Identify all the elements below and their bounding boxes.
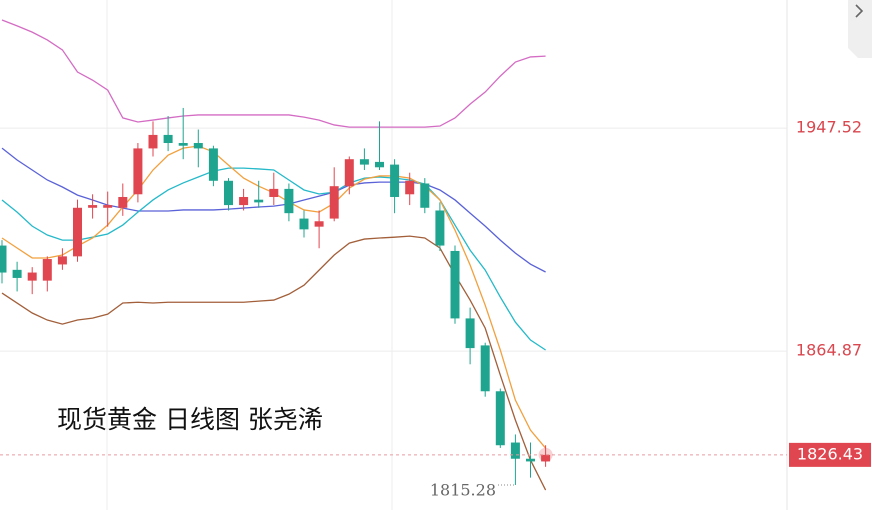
candle-body — [465, 318, 475, 349]
min-price-label: 1815.28 — [430, 480, 496, 499]
candle-body — [420, 183, 430, 208]
candle-body — [178, 143, 188, 146]
candle-body — [526, 458, 535, 462]
candle-body — [359, 159, 369, 165]
candle-body — [390, 164, 400, 197]
candle-body — [27, 272, 37, 281]
indicator-line — [1, 147, 546, 273]
candle-body — [314, 221, 324, 227]
candle-body — [344, 159, 354, 187]
candle-body — [541, 454, 551, 462]
candle-body — [239, 196, 249, 206]
y-tick-label: 1947.52 — [796, 118, 862, 137]
candle-body — [495, 391, 505, 446]
candle-body — [118, 196, 128, 208]
candle-body — [329, 186, 339, 219]
candle-body — [299, 218, 309, 230]
candle-body — [193, 143, 203, 149]
candle-body — [435, 210, 445, 246]
candle-body — [42, 259, 52, 281]
grid — [0, 127, 787, 352]
candle-body — [88, 205, 98, 208]
candle-body — [269, 188, 279, 197]
candle-body — [0, 245, 7, 273]
candle-body — [103, 205, 113, 208]
candle-body — [450, 250, 460, 319]
y-axis: 1947.52 1864.87 1826.43 1815.28 — [0, 118, 871, 499]
candle-body — [12, 269, 22, 278]
candle-body — [480, 345, 490, 392]
indicator-line — [1, 235, 547, 491]
panel-toggle[interactable] — [848, 0, 872, 58]
candle-body — [163, 134, 173, 144]
candle-body — [405, 180, 415, 195]
y-tick-label: 1864.87 — [796, 341, 862, 360]
candles — [0, 107, 551, 485]
candle-body — [284, 188, 294, 214]
candle-body — [208, 148, 218, 181]
candle-body — [148, 134, 158, 149]
candle-body — [254, 199, 264, 203]
current-price-label: 1826.43 — [797, 444, 863, 463]
candle-body — [133, 148, 143, 195]
current-price-tag — [789, 442, 871, 467]
candle-body — [73, 207, 82, 257]
chart-title: 现货黄金 日线图 张尧浠 — [57, 405, 323, 434]
candle-body — [57, 256, 67, 265]
candle-body — [224, 180, 233, 206]
candle-body — [510, 442, 520, 459]
chevron-icon — [855, 4, 864, 18]
current-price-glow — [538, 447, 553, 462]
candle-body — [375, 161, 384, 168]
indicator-line — [1, 19, 546, 128]
